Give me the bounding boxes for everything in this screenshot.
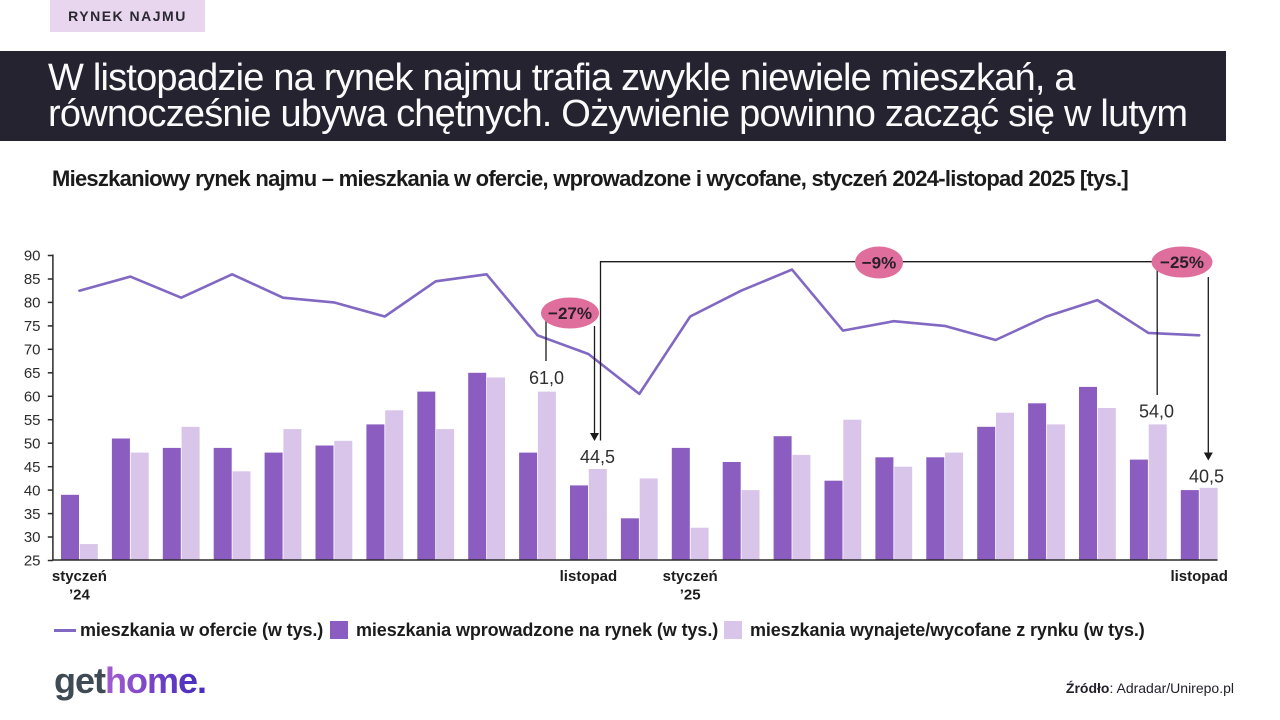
svg-text:−27%: −27% bbox=[548, 304, 592, 323]
svg-text:55: 55 bbox=[24, 412, 41, 429]
svg-text:−25%: −25% bbox=[1160, 253, 1204, 272]
svg-text:’25: ’25 bbox=[680, 587, 701, 604]
svg-text:25: 25 bbox=[24, 553, 41, 570]
svg-text:30: 30 bbox=[24, 529, 41, 546]
svg-text:40: 40 bbox=[24, 482, 41, 499]
svg-text:listopad: listopad bbox=[1170, 568, 1228, 585]
svg-text:70: 70 bbox=[24, 342, 41, 359]
svg-text:75: 75 bbox=[24, 318, 41, 335]
svg-text:45: 45 bbox=[24, 459, 41, 476]
svg-text:listopad: listopad bbox=[560, 568, 618, 585]
svg-text:40,5: 40,5 bbox=[1189, 467, 1224, 487]
svg-text:85: 85 bbox=[24, 271, 41, 288]
svg-text:35: 35 bbox=[24, 506, 41, 523]
svg-text:80: 80 bbox=[24, 295, 41, 312]
svg-text:styczeń: styczeń bbox=[52, 568, 107, 585]
svg-text:61,0: 61,0 bbox=[529, 368, 564, 388]
svg-text:styczeń: styczeń bbox=[663, 568, 718, 585]
svg-text:60: 60 bbox=[24, 389, 41, 406]
svg-text:50: 50 bbox=[24, 435, 41, 452]
svg-text:65: 65 bbox=[24, 365, 41, 382]
svg-text:54,0: 54,0 bbox=[1139, 402, 1174, 422]
svg-text:−9%: −9% bbox=[862, 254, 897, 273]
svg-text:90: 90 bbox=[24, 248, 41, 265]
svg-text:44,5: 44,5 bbox=[580, 447, 615, 467]
svg-text:’24: ’24 bbox=[69, 587, 91, 604]
